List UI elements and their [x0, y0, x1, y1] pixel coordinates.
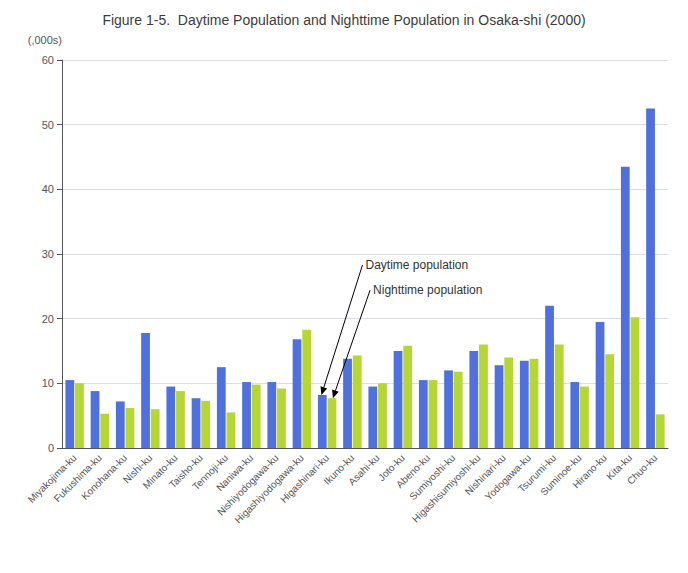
svg-text:Tennoji-ku: Tennoji-ku	[190, 452, 230, 493]
svg-text:Sumiyoshi-ku: Sumiyoshi-ku	[407, 452, 458, 503]
svg-text:Taisho-ku: Taisho-ku	[166, 452, 205, 491]
svg-text:Kita-ku: Kita-ku	[604, 452, 634, 482]
svg-text:Higashiyodogawa-ku: Higashiyodogawa-ku	[232, 452, 306, 526]
svg-text:0: 0	[48, 442, 54, 454]
svg-text:Minato-ku: Minato-ku	[140, 452, 180, 491]
svg-text:Nishinari-ku: Nishinari-ku	[462, 452, 508, 498]
svg-text:Tsurumi-ku: Tsurumi-ku	[516, 452, 559, 495]
svg-text:Yodogawa-ku: Yodogawa-ku	[482, 452, 533, 503]
svg-text:Ikuno-ku: Ikuno-ku	[321, 452, 357, 487]
svg-text:Nighttime population: Nighttime population	[373, 283, 482, 297]
svg-text:20: 20	[42, 313, 54, 325]
svg-text:Nishi-ku: Nishi-ku	[121, 452, 155, 486]
svg-text:50: 50	[42, 119, 54, 131]
svg-text:Nishiyodogawa-ku: Nishiyodogawa-ku	[215, 452, 281, 518]
svg-text:Higashinari-ku: Higashinari-ku	[278, 452, 331, 505]
svg-text:30: 30	[42, 248, 54, 260]
svg-text:Higashisumiyoshi-ku: Higashisumiyoshi-ku	[410, 452, 483, 525]
svg-text:Chuo-ku: Chuo-ku	[625, 452, 659, 486]
svg-text:Fukushima-ku: Fukushima-ku	[51, 452, 104, 505]
svg-text:Daytime population: Daytime population	[365, 258, 468, 272]
svg-text:Joto-ku: Joto-ku	[375, 452, 407, 483]
svg-text:Naniwa-ku: Naniwa-ku	[214, 452, 256, 494]
svg-text:Asahi-ku: Asahi-ku	[346, 452, 381, 487]
svg-text:40: 40	[42, 183, 54, 195]
svg-text:60: 60	[42, 54, 54, 66]
svg-text:Miyakojima-ku: Miyakojima-ku	[25, 452, 79, 505]
svg-text:Konohana-ku: Konohana-ku	[79, 452, 129, 502]
svg-text:Abeno-ku: Abeno-ku	[394, 452, 432, 491]
svg-text:Suminoe-ku: Suminoe-ku	[538, 452, 583, 497]
svg-text:10: 10	[42, 377, 54, 389]
svg-text:(,000s): (,000s)	[28, 34, 62, 46]
svg-text:Hirano-ku: Hirano-ku	[570, 452, 608, 490]
svg-text:Figure 1-5. Daytime Populatio: Figure 1-5. Daytime Population and Night…	[102, 12, 585, 28]
